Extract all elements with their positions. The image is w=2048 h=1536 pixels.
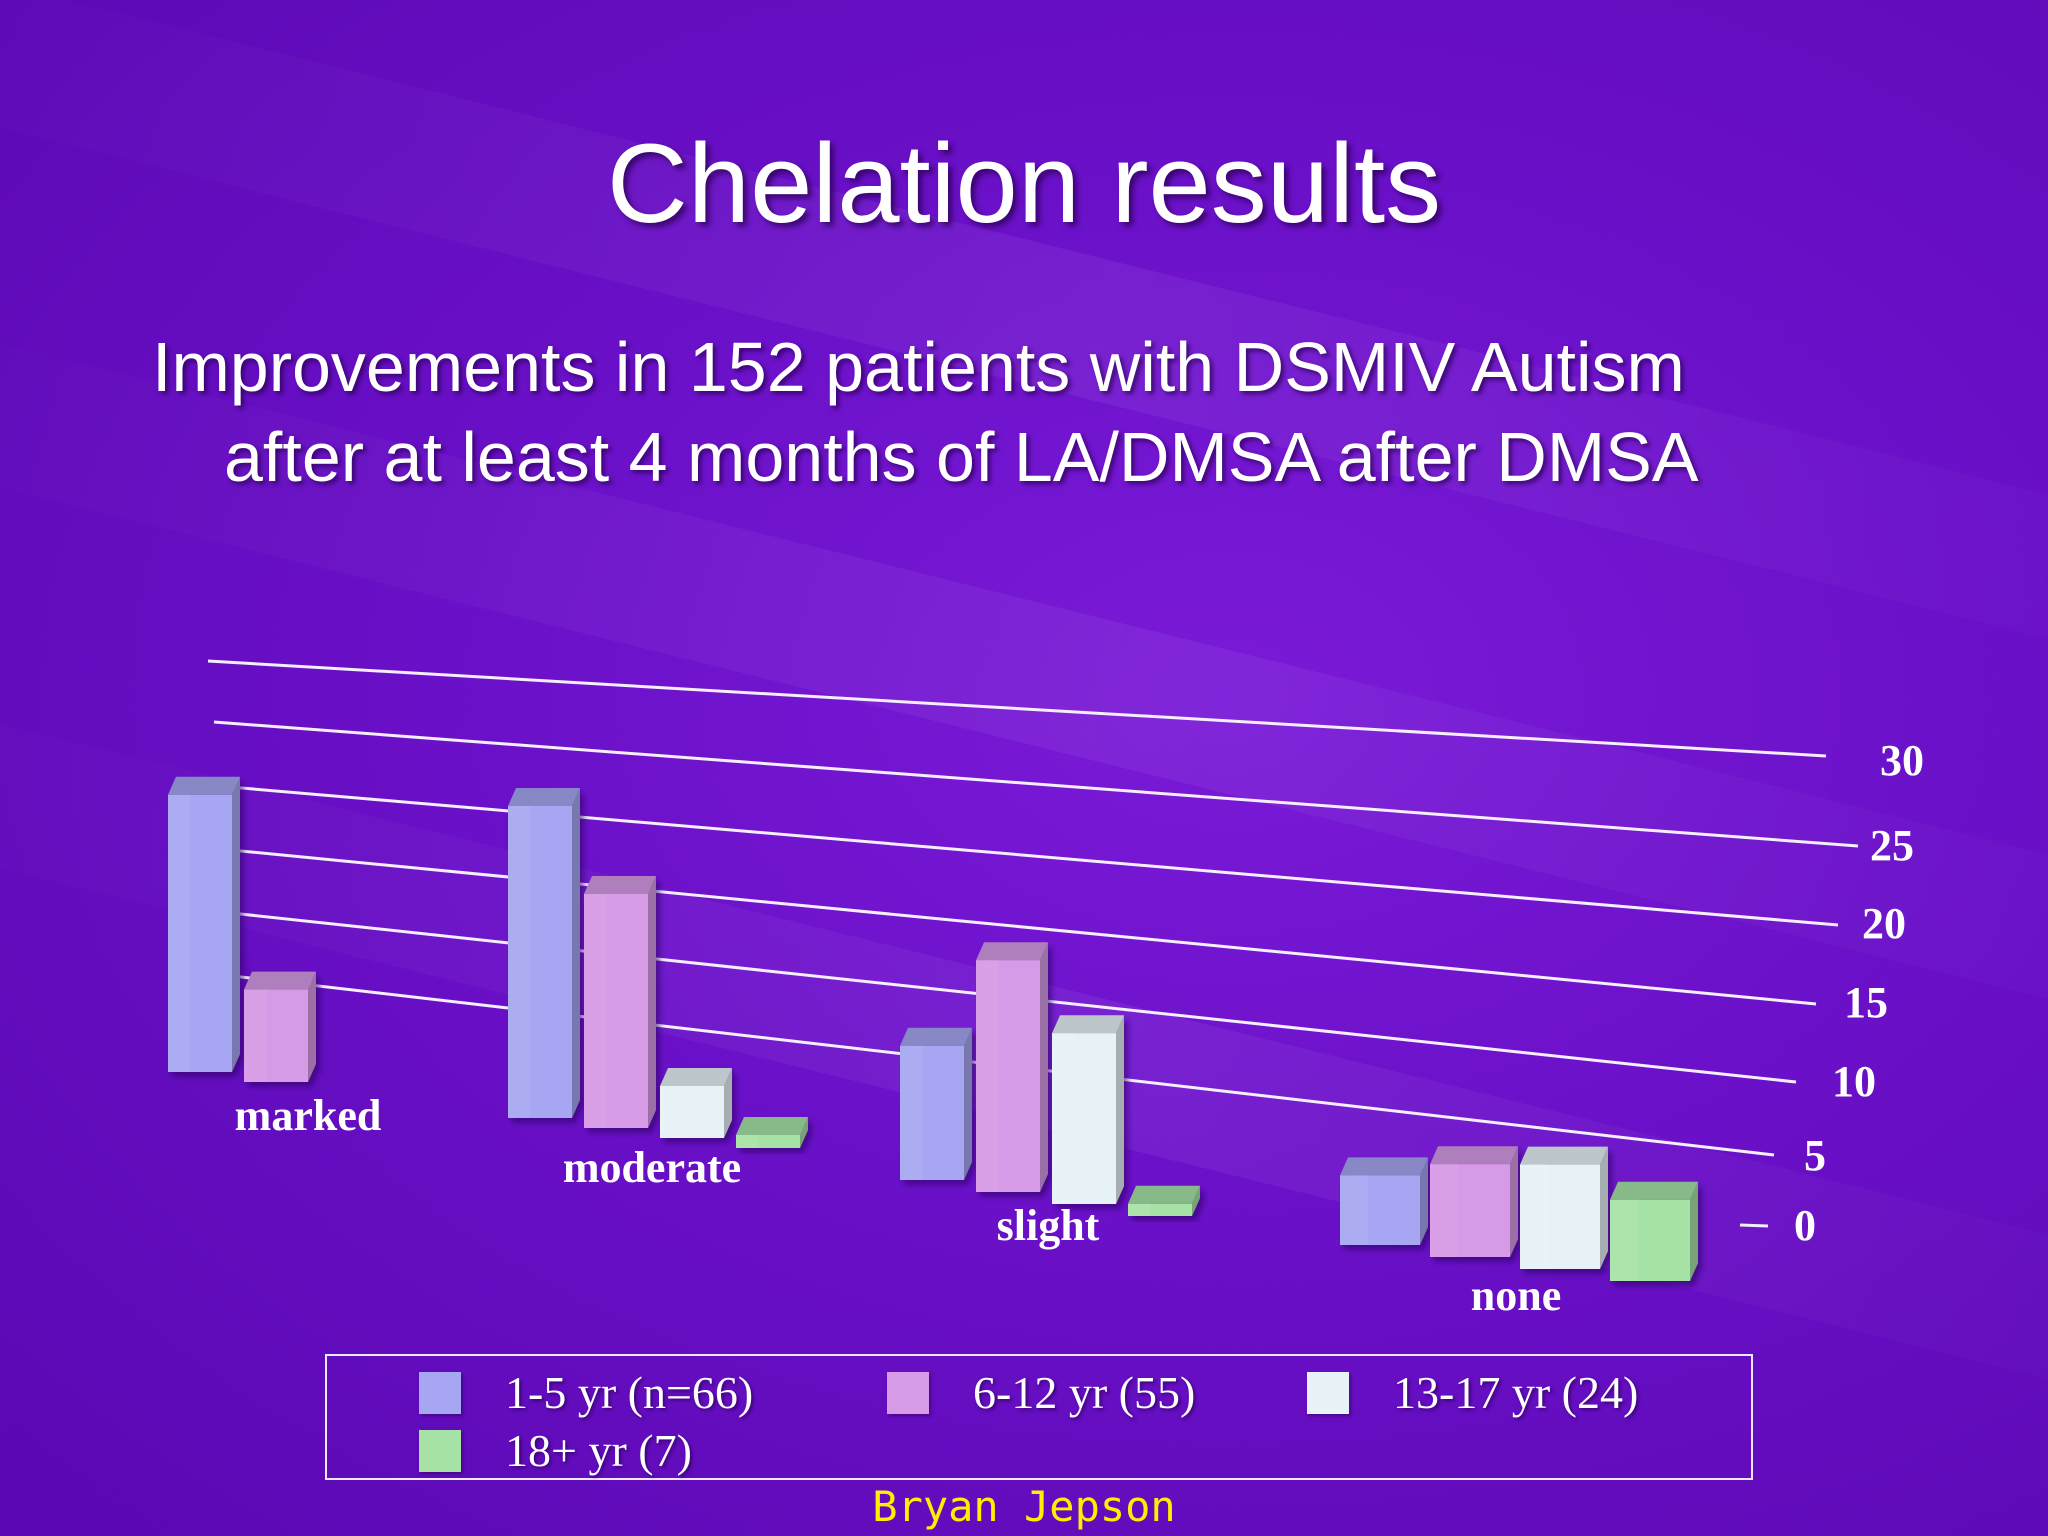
gridline-20 (217, 784, 1839, 927)
bar-none-3 (1610, 1181, 1698, 1281)
legend-swatch-6-12yr (887, 1371, 929, 1414)
y-tick-label-25: 25 (1870, 821, 1914, 870)
gridline-top (207, 659, 1827, 758)
bar-moderate-1 (584, 876, 656, 1128)
bar-none-0 (1340, 1157, 1428, 1245)
chart-y-axis-labels: 0 510 15 20 25 30 (1794, 736, 1924, 1250)
bar-slight-2 (1052, 1015, 1124, 1204)
bar-none-1 (1430, 1146, 1518, 1257)
legend-item-6-12yr: 6-12 yr (55) (887, 1366, 1195, 1419)
bar-marked-0 (168, 776, 240, 1072)
legend-item-18plus-yr: 18+ yr (7) (419, 1424, 692, 1477)
legend-swatch-1-5yr (419, 1371, 461, 1414)
bar-slight-3 (1128, 1185, 1200, 1216)
y-tick-label-20: 20 (1862, 899, 1906, 948)
category-label-marked: marked (235, 1091, 382, 1140)
chart-bars (168, 776, 1698, 1281)
bar-slight-0 (900, 1027, 972, 1180)
bar-marked-1 (244, 971, 316, 1082)
legend-item-13-17yr: 13-17 yr (24) (1307, 1366, 1638, 1419)
bar-moderate-3 (736, 1117, 808, 1148)
legend-label-13-17yr: 13-17 yr (24) (1393, 1367, 1639, 1418)
category-label-slight: slight (997, 1201, 1100, 1250)
y-tick-label-30: 30 (1880, 736, 1924, 785)
legend-label-6-12yr: 6-12 yr (55) (973, 1367, 1196, 1418)
gridline-15 (219, 847, 1817, 1006)
legend-swatch-18plus-yr (419, 1429, 461, 1472)
chart-legend: 1-5 yr (n=66) 6-12 yr (55) 13-17 yr (24)… (325, 1354, 1753, 1480)
y-tick-label-10: 10 (1832, 1057, 1876, 1106)
slide-credit: Bryan Jepson (872, 1482, 1176, 1531)
y-tick-label-5: 5 (1804, 1131, 1826, 1180)
chart-category-labels: marked moderate slight none (235, 1091, 1562, 1320)
slide-subtitle-line-1: Improvements in 152 patients with DSMIV … (152, 328, 1685, 406)
gridline-25 (213, 720, 1859, 848)
chart-gridlines (207, 659, 1859, 1228)
slide-subtitle-line-2: after at least 4 months of LA/DMSA after… (224, 418, 1699, 496)
legend-label-18plus-yr: 18+ yr (7) (505, 1425, 692, 1476)
bar-moderate-0 (508, 788, 580, 1118)
legend-item-1-5yr: 1-5 yr (n=66) (419, 1366, 753, 1419)
bar-none-2 (1520, 1146, 1608, 1269)
y-tick-label-0: 0 (1794, 1201, 1816, 1250)
legend-label-1-5yr: 1-5 yr (n=66) (505, 1367, 754, 1418)
legend-swatch-13-17yr (1307, 1371, 1349, 1414)
slide-title: Chelation results (606, 121, 1442, 246)
bar-slight-1 (976, 942, 1048, 1192)
bar-moderate-2 (660, 1068, 732, 1138)
category-label-moderate: moderate (563, 1143, 741, 1192)
gridline-0 (1739, 1223, 1769, 1228)
category-label-none: none (1471, 1271, 1561, 1320)
y-tick-label-15: 15 (1844, 978, 1888, 1027)
